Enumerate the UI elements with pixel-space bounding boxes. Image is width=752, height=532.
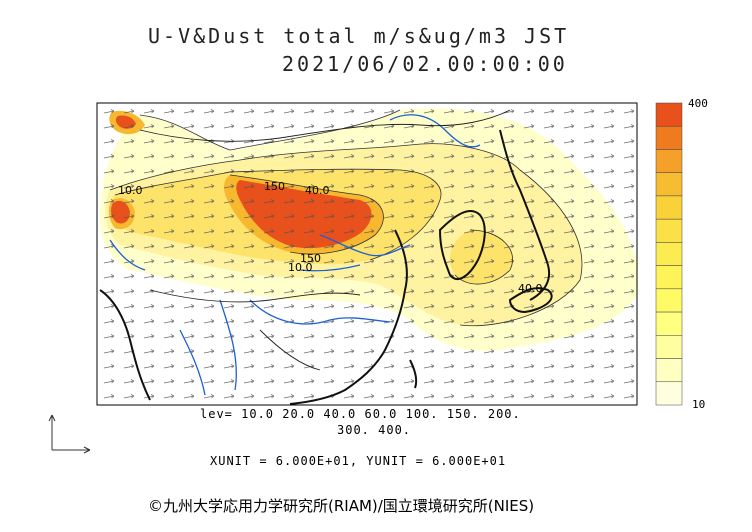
vector-units: XUNIT = 6.000E+01, YUNIT = 6.000E+01 [210,454,507,468]
rivers [109,114,481,396]
contour-label: 40.0 [305,184,330,197]
colorbar-max-label: 400 [688,97,708,110]
contour-label: 10.0 [118,184,143,197]
contour-label: 10.0 [288,261,313,274]
coastlines [99,129,553,405]
colorbar-segment [655,102,683,127]
contour-label: 150 [264,180,285,193]
colorbar-segment [655,335,683,359]
colorbar [655,102,683,406]
contour-lines [109,109,583,327]
colorbar-min-label: 10 [692,398,706,411]
colorbar-segment [655,218,683,243]
contour-label: 150 [300,252,321,265]
colorbar-segment [655,288,683,313]
copyright-notice: ©九州大学応用力学研究所(RIAM)/国立環境研究所(NIES) [148,497,535,515]
colorbar-segment [655,149,683,173]
colorbar-segment [655,125,683,150]
contour-levels-line1: lev= 10.0 20.0 40.0 60.0 100. 150. 200. [200,407,521,421]
colorbar-segment [655,172,683,197]
map-frame [96,102,638,406]
colorbar-segment [655,381,683,406]
colorbar-segment [655,311,683,336]
contour-levels-line2: 300. 400. [337,423,412,437]
contour-label: 40.0 [518,282,543,295]
colorbar-segment [655,195,683,220]
unit-vector-axes [48,414,91,454]
chart-title: U-V&Dust total m/s&ug/m3 JST [148,24,570,48]
colorbar-segment [655,242,683,266]
colorbar-segment [655,358,683,383]
colorbar-segment [655,265,683,290]
country-borders [139,109,511,371]
chart-timestamp: 2021/06/02.00:00:00 [282,52,568,76]
